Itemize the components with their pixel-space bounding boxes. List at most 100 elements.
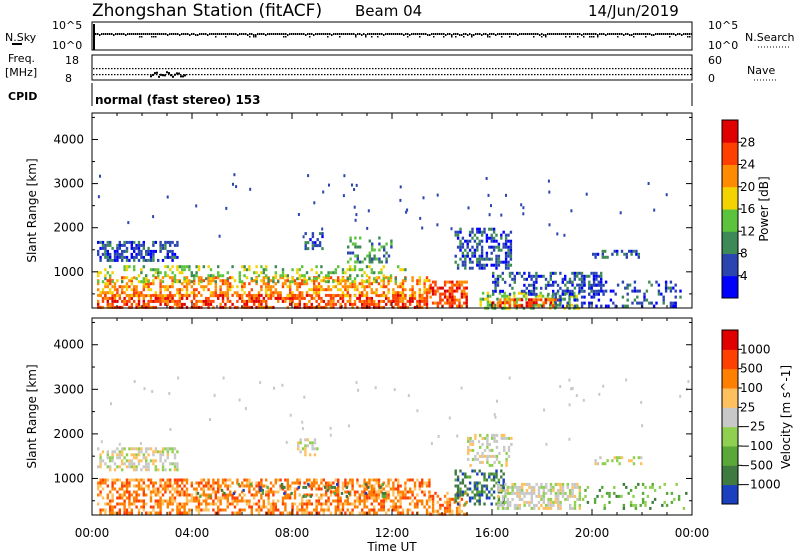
data-cell [511, 298, 514, 302]
data-cell [364, 482, 368, 486]
data-cell [358, 511, 361, 515]
data-cell [552, 271, 555, 275]
data-cell [392, 487, 395, 491]
data-cell [176, 240, 179, 244]
data-cell [303, 305, 306, 309]
data-cell [473, 233, 477, 237]
data-cell [389, 299, 393, 303]
data-cell [337, 493, 340, 497]
data-cell [490, 478, 493, 482]
freq-point [225, 74, 227, 76]
data-cell [209, 277, 213, 281]
data-cell [272, 291, 275, 295]
data-cell [147, 305, 150, 309]
data-cell [99, 478, 102, 482]
data-cell [327, 481, 330, 485]
data-cell [169, 484, 172, 488]
data-cell [540, 274, 543, 278]
data-cell [439, 512, 442, 516]
freq-point [324, 74, 326, 76]
data-cell [401, 296, 405, 300]
data-cell [135, 291, 138, 295]
data-cell [488, 496, 491, 500]
data-cell [421, 305, 424, 309]
sparse-cell [354, 218, 357, 222]
data-cell [608, 500, 611, 504]
data-cell [137, 459, 141, 463]
nsky-point [381, 33, 383, 35]
data-cell [262, 271, 265, 275]
colorbar-segment [722, 275, 738, 299]
data-cell [190, 271, 193, 275]
data-cell [286, 305, 289, 309]
data-cell [130, 511, 133, 515]
data-cell [504, 242, 508, 246]
data-cell [337, 282, 340, 286]
data-cell [363, 271, 366, 275]
nave-point [621, 68, 623, 70]
data-cell [498, 291, 502, 295]
nave-point [645, 68, 647, 70]
data-cell [154, 249, 157, 253]
data-cell [411, 499, 414, 503]
data-cell [373, 478, 376, 482]
freq-point [513, 74, 515, 76]
data-cell [459, 481, 462, 485]
nsky-point [465, 33, 467, 35]
data-cell [411, 478, 414, 482]
data-cell [226, 496, 229, 500]
data-cell [305, 271, 309, 275]
data-cell [421, 490, 424, 494]
data-cell [346, 481, 349, 485]
data-cell [349, 511, 352, 515]
data-cell [595, 292, 598, 296]
data-cell [137, 296, 141, 300]
sparse-cell [522, 212, 525, 216]
data-cell [601, 255, 604, 259]
nave-point [459, 68, 461, 70]
nave-point [354, 68, 356, 70]
data-cell [385, 511, 388, 515]
data-cell [334, 478, 337, 482]
data-cell [118, 511, 121, 515]
nsky-point [637, 33, 639, 35]
data-cell [221, 305, 225, 309]
data-cell [358, 484, 361, 488]
sparse-cell [302, 235, 305, 239]
data-cell [380, 502, 383, 506]
data-cell [446, 289, 449, 293]
nave-point [375, 68, 377, 70]
data-cell [109, 511, 112, 515]
data-cell [483, 448, 487, 452]
data-cell [195, 265, 198, 269]
data-cell [356, 254, 359, 258]
data-cell [404, 487, 407, 491]
data-cell [226, 296, 229, 300]
nsky-point [185, 33, 187, 35]
nsky-point [155, 33, 157, 35]
data-cell [590, 289, 593, 293]
data-cell [566, 482, 569, 486]
data-cell [351, 511, 354, 515]
data-cell [488, 463, 491, 467]
nsky-point [655, 33, 657, 35]
nsky-point [503, 33, 505, 35]
data-cell [504, 239, 508, 243]
data-cell [585, 274, 588, 278]
data-cell [118, 285, 121, 289]
data-cell [152, 459, 155, 463]
data-cell [101, 246, 105, 250]
data-cell [111, 291, 114, 295]
data-cell [535, 271, 538, 275]
data-cell [354, 254, 357, 258]
data-cell [137, 258, 141, 262]
data-cell [217, 481, 220, 485]
data-cell [181, 511, 184, 515]
data-cell [145, 468, 148, 472]
data-cell [629, 500, 633, 504]
data-cell [169, 502, 172, 506]
data-cell [157, 296, 160, 300]
data-cell [248, 484, 251, 488]
data-cell [315, 493, 318, 497]
data-cell [354, 245, 357, 249]
